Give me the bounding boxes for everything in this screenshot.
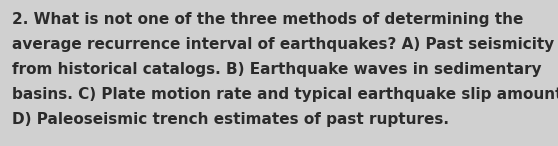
Text: average recurrence interval of earthquakes? A) Past seismicity: average recurrence interval of earthquak… [12,37,554,52]
Text: 2. What is not one of the three methods of determining the: 2. What is not one of the three methods … [12,12,523,27]
Text: from historical catalogs. B) Earthquake waves in sedimentary: from historical catalogs. B) Earthquake … [12,62,542,77]
Text: basins. C) Plate motion rate and typical earthquake slip amount.: basins. C) Plate motion rate and typical… [12,87,558,102]
Text: D) Paleoseismic trench estimates of past ruptures.: D) Paleoseismic trench estimates of past… [12,112,449,127]
